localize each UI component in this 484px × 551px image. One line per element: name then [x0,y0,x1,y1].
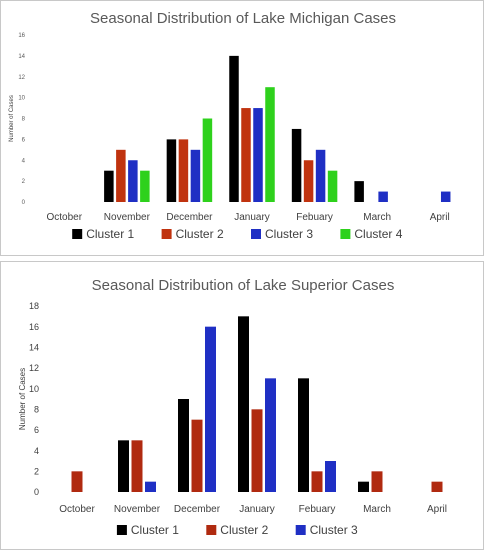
superior-bar-cluster-3-november [145,481,156,492]
superior-x-tick-label-october: October [59,504,95,515]
superior-x-tick-label-november: November [114,504,161,515]
superior-bar-cluster-2-april [431,481,443,492]
michigan-y-tick-label: 8 [22,117,26,123]
superior-bar-cluster-2-january [251,409,263,492]
superior-bar-cluster-1-december [178,399,189,492]
michigan-bar-cluster-1-december [166,139,177,202]
michigan-x-tick-label-april: April [430,212,450,223]
michigan-bar-cluster-4-december [202,118,213,202]
michigan-legend-swatch-cluster-3 [251,229,261,239]
michigan-y-tick-label: 16 [18,33,25,39]
lake-superior-chart: Seasonal Distribution of Lake Superior C… [18,277,447,537]
michigan-bar-cluster-4-november [140,170,150,202]
superior-x-tick-label-april: April [427,504,447,515]
michigan-legend-label-cluster-1: Cluster 1 [86,227,134,241]
superior-bar-cluster-2-november [131,440,143,492]
michigan-y-tick-label: 2 [22,179,26,185]
superior-bar-cluster-1-march [358,481,369,492]
superior-bar-cluster-1-november [118,440,129,492]
superior-bar-cluster-2-october [71,471,83,492]
michigan-x-tick-label-november: November [104,212,151,223]
superior-y-tick-label: 2 [34,466,39,476]
superior-legend-swatch-cluster-3 [295,525,306,535]
superior-bar-cluster-2-febuary [311,471,323,492]
superior-legend-swatch-cluster-2 [206,525,217,535]
michigan-x-tick-label-january: January [234,212,270,223]
michigan-bar-cluster-3-january [253,108,263,202]
superior-x-tick-label-december: December [174,504,221,515]
michigan-legend-swatch-cluster-4 [340,229,351,239]
superior-bar-cluster-1-febuary [298,378,309,492]
superior-x-tick-label-january: January [239,504,275,515]
michigan-y-axis-label: Number of Cases [9,95,15,142]
superior-x-tick-label-febuary: Febuary [299,504,336,515]
michigan-legend-swatch-cluster-1 [72,229,83,239]
superior-y-tick-label: 8 [34,404,39,414]
michigan-bar-cluster-3-december [190,149,201,202]
michigan-bar-cluster-2-november [116,149,126,202]
michigan-chart-title: Seasonal Distribution of Lake Michigan C… [90,10,396,27]
michigan-bar-cluster-2-december [178,139,189,202]
superior-legend-label-cluster-2: Cluster 2 [220,523,268,537]
michigan-bar-cluster-3-april [440,191,451,202]
michigan-legend-label-cluster-3: Cluster 3 [265,227,313,241]
michigan-bar-cluster-2-febuary [303,160,314,202]
michigan-bar-cluster-1-january [229,55,239,202]
michigan-x-tick-label-febuary: Febuary [296,212,333,223]
superior-bar-cluster-3-febuary [325,461,336,492]
superior-legend-label-cluster-3: Cluster 3 [310,523,358,537]
superior-y-axis-label: Number of Cases [18,368,27,430]
michigan-legend-label-cluster-4: Cluster 4 [354,227,402,241]
michigan-x-tick-label-december: December [166,212,213,223]
michigan-bar-cluster-1-november [104,170,114,202]
michigan-legend-label-cluster-2: Cluster 2 [176,227,224,241]
michigan-bar-cluster-2-january [241,108,251,202]
superior-y-tick-label: 10 [29,384,39,394]
superior-bar-cluster-1-january [238,316,249,492]
michigan-y-tick-label: 10 [18,96,25,102]
lake-michigan-chart: Seasonal Distribution of Lake Michigan C… [9,10,451,241]
michigan-y-tick-label: 6 [22,137,26,143]
superior-bar-cluster-2-march [371,471,383,492]
michigan-x-tick-label-october: October [46,212,82,223]
michigan-bar-cluster-4-febuary [327,170,338,202]
michigan-x-tick-label-march: March [363,212,391,223]
michigan-bar-cluster-3-november [128,160,138,202]
superior-y-tick-label: 0 [34,487,39,497]
michigan-bar-cluster-3-febuary [315,149,326,202]
superior-y-tick-label: 12 [29,363,39,373]
michigan-bar-cluster-4-january [265,87,275,202]
michigan-legend-swatch-cluster-2 [161,229,172,239]
superior-bar-cluster-3-december [205,326,216,492]
superior-x-tick-label-march: March [363,504,391,515]
michigan-y-tick-label: 14 [18,54,25,60]
superior-bar-cluster-2-december [191,419,203,492]
michigan-bar-cluster-3-march [378,191,388,202]
superior-y-tick-label: 16 [29,322,39,332]
michigan-y-tick-label: 12 [18,75,25,81]
superior-y-tick-label: 18 [29,301,39,311]
superior-bar-cluster-3-january [265,378,276,492]
superior-legend-swatch-cluster-1 [116,525,127,535]
superior-y-tick-label: 4 [34,446,39,456]
michigan-bar-cluster-1-march [354,181,364,202]
lake-michigan-chart-panel: Seasonal Distribution of Lake Michigan C… [0,0,484,256]
superior-legend-label-cluster-1: Cluster 1 [131,523,179,537]
superior-y-tick-label: 6 [34,425,39,435]
michigan-y-tick-label: 4 [22,158,26,164]
superior-y-tick-label: 14 [29,342,39,352]
lake-superior-chart-panel: Seasonal Distribution of Lake Superior C… [0,261,484,550]
michigan-y-tick-label: 0 [22,200,26,206]
superior-chart-title: Seasonal Distribution of Lake Superior C… [92,277,395,294]
michigan-bar-cluster-1-febuary [291,128,302,202]
